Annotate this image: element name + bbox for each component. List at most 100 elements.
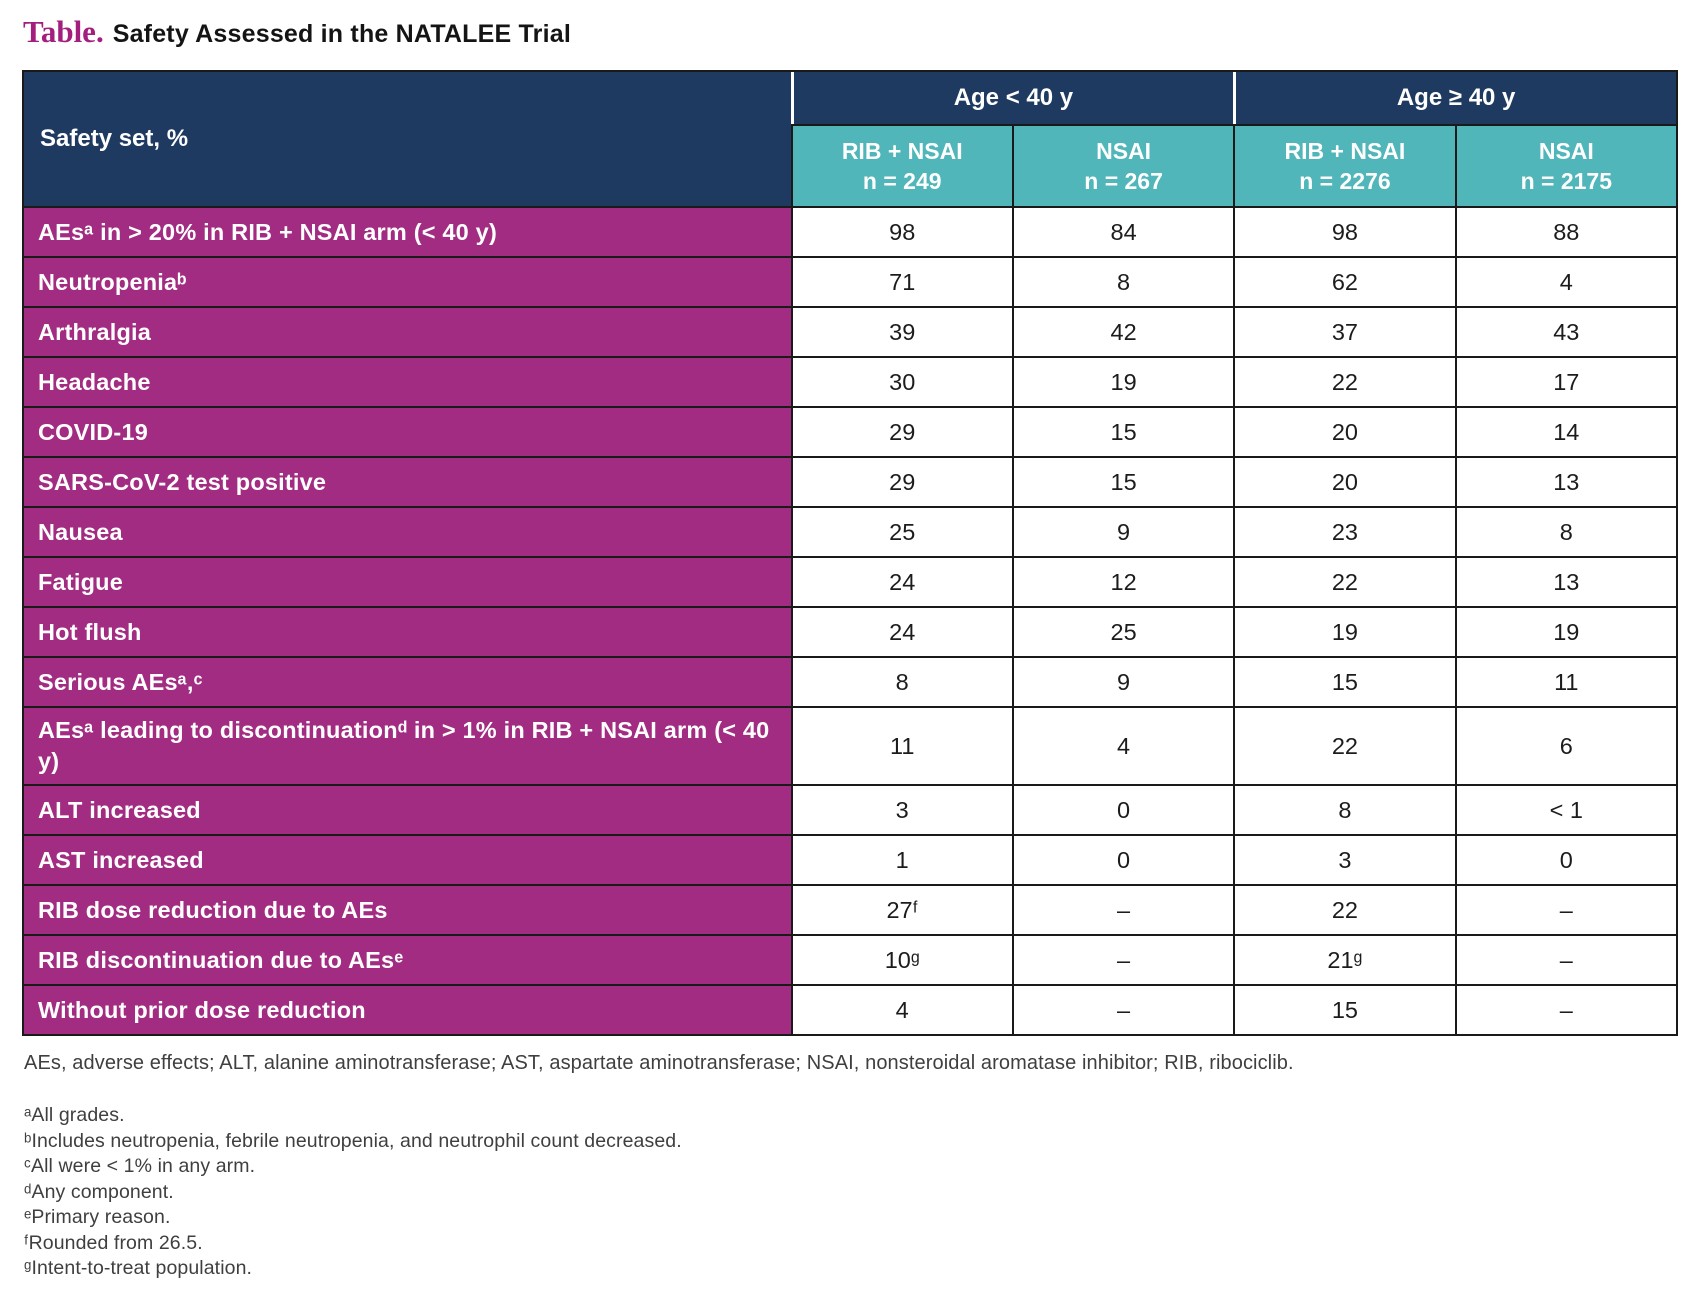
arm-n: n = 2276 <box>1299 168 1391 194</box>
table-row: Without prior dose reduction 4–15– <box>24 984 1676 1034</box>
data-cell: 8 <box>790 656 1012 706</box>
table-row: ALT increased 3 0 8 < 1 <box>24 784 1676 834</box>
data-cell: 43 <box>1454 306 1676 356</box>
data-cell: 98 <box>1233 206 1455 256</box>
data-cell: 8 <box>1011 256 1234 306</box>
row-label: SARS-CoV-2 test positive <box>24 456 791 506</box>
data-cell: 1 <box>790 834 1012 884</box>
data-cell: 19 <box>1011 356 1234 406</box>
arm-header-nsai-over40: NSAI n = 2175 <box>1454 124 1676 206</box>
data-cell: 13 <box>1454 556 1676 606</box>
row-label: Serious AEsᵃ,ᶜ <box>24 656 791 706</box>
data-cell: 0 <box>1011 784 1234 834</box>
data-cell: 9 <box>1011 656 1234 706</box>
data-cell: 27ᶠ <box>790 884 1012 934</box>
data-cell: < 1 <box>1454 784 1676 834</box>
data-cell: 11 <box>790 706 1012 784</box>
arm-name: NSAI <box>1538 138 1594 164</box>
data-cell: 98 <box>790 206 1012 256</box>
table-row: Neutropeniaᵇ 71 8 62 4 <box>24 256 1676 306</box>
arm-n: n = 2175 <box>1520 168 1613 194</box>
table-row: RIB discontinuation due to AEsᵉ 10ᵍ –21ᵍ – <box>24 934 1676 984</box>
table-row: AEsᵃ in > 20% in RIB + NSAI arm (< 40 y)… <box>24 206 1676 256</box>
data-cell: 15 <box>1011 456 1234 506</box>
data-cell: 3 <box>1233 834 1455 884</box>
header-row-arms: RIB + NSAI n = 249 NSAI n = 267 RIB + NS… <box>24 124 1676 206</box>
data-cell: 9 <box>1011 506 1234 556</box>
data-cell: 88 <box>1454 206 1676 256</box>
data-cell: 4 <box>1454 256 1676 306</box>
data-cell: 20 <box>1233 456 1455 506</box>
table-header: Safety set, % Age < 40 y Age ≥ 40 y RIB … <box>24 72 1676 206</box>
data-cell: 15 <box>1011 406 1234 456</box>
data-cell: – <box>1011 984 1234 1034</box>
data-cell: 21ᵍ <box>1233 934 1455 984</box>
table-row: Serious AEsᵃ,ᶜ 8 9 15 11 <box>24 656 1676 706</box>
row-label: ALT increased <box>24 784 791 834</box>
table-row: AST increased 1 0 3 0 <box>24 834 1676 884</box>
table-title-text: Safety Assessed in the NATALEE Trial <box>112 20 571 48</box>
row-label: AEsᵃ in > 20% in RIB + NSAI arm (< 40 y) <box>24 206 791 256</box>
data-cell: 30 <box>790 356 1012 406</box>
row-label: RIB discontinuation due to AEsᵉ <box>24 934 791 984</box>
table-row: COVID-19 29 15 20 14 <box>24 406 1676 456</box>
data-cell: – <box>1454 884 1676 934</box>
data-cell: 37 <box>1233 306 1455 356</box>
data-cell: 24 <box>790 556 1012 606</box>
footnote-f: ᶠRounded from 26.5. <box>24 1231 203 1254</box>
data-cell: – <box>1011 884 1234 934</box>
data-cell: 0 <box>1454 834 1676 884</box>
header-row-age-groups: Safety set, % Age < 40 y Age ≥ 40 y <box>24 72 1676 206</box>
data-cell: 0 <box>1011 834 1234 884</box>
data-cell: 15 <box>1233 984 1455 1034</box>
row-label: Fatigue <box>24 556 791 606</box>
arm-n: n = 249 <box>862 168 942 194</box>
footnote-g: ᵍIntent-to-treat population. <box>24 1257 253 1279</box>
data-cell: 62 <box>1233 256 1455 306</box>
data-cell: 17 <box>1454 356 1676 406</box>
row-label: AST increased <box>24 834 791 884</box>
table-row: SARS-CoV-2 test positive 29 15 20 13 <box>24 456 1676 506</box>
table-row: AEsᵃ leading to discontinuationᵈ in > 1%… <box>24 706 1676 784</box>
data-cell: 3 <box>790 784 1012 834</box>
footnote-c: ᶜAll were < 1% in any arm. <box>24 1155 256 1177</box>
data-cell: 22 <box>1233 706 1455 784</box>
arm-header-nsai-under40: NSAI n = 267 <box>1011 124 1234 206</box>
data-cell: 22 <box>1233 556 1455 606</box>
age-group-40-and-over: Age ≥ 40 y <box>1233 72 1676 124</box>
row-label: Neutropeniaᵇ <box>24 256 791 306</box>
data-cell: 29 <box>790 456 1012 506</box>
table-label: Table. <box>23 14 104 49</box>
row-label: COVID-19 <box>24 406 791 456</box>
data-cell: 25 <box>1011 606 1234 656</box>
data-cell: 23 <box>1233 506 1455 556</box>
footnote-d: ᵈAny component. <box>24 1180 174 1203</box>
data-cell: 19 <box>1233 606 1455 656</box>
table-row: Nausea 25 9 23 8 <box>24 506 1676 556</box>
data-cell: 4 <box>1011 706 1234 784</box>
data-cell: 84 <box>1011 206 1234 256</box>
data-cell: 20 <box>1233 406 1455 456</box>
data-cell: 22 <box>1233 356 1455 406</box>
data-cell: 39 <box>790 306 1012 356</box>
age-group-under-40: Age < 40 y <box>790 72 1234 124</box>
row-label: Nausea <box>24 506 791 556</box>
data-cell: 25 <box>790 506 1012 556</box>
abbreviations-line: AEs, adverse effects; ALT, alanine amino… <box>24 1052 1294 1074</box>
data-cell: 24 <box>790 606 1012 656</box>
data-cell: 8 <box>1233 784 1455 834</box>
data-cell: 19 <box>1454 606 1676 656</box>
data-cell: 15 <box>1233 656 1455 706</box>
data-cell: 29 <box>790 406 1012 456</box>
data-cell: 11 <box>1454 656 1676 706</box>
arm-name: RIB + NSAI <box>841 138 963 164</box>
data-cell: 6 <box>1454 706 1676 784</box>
table-body: AEsᵃ in > 20% in RIB + NSAI arm (< 40 y)… <box>24 206 1676 1034</box>
data-cell: 42 <box>1011 306 1234 356</box>
data-cell: – <box>1454 934 1676 984</box>
table-row: Arthralgia 39 42 37 43 <box>24 306 1676 356</box>
table-row: Fatigue 24 12 22 13 <box>24 556 1676 606</box>
page-title: Table. Safety Assessed in the NATALEE Tri… <box>23 14 1680 50</box>
data-cell: 71 <box>790 256 1012 306</box>
